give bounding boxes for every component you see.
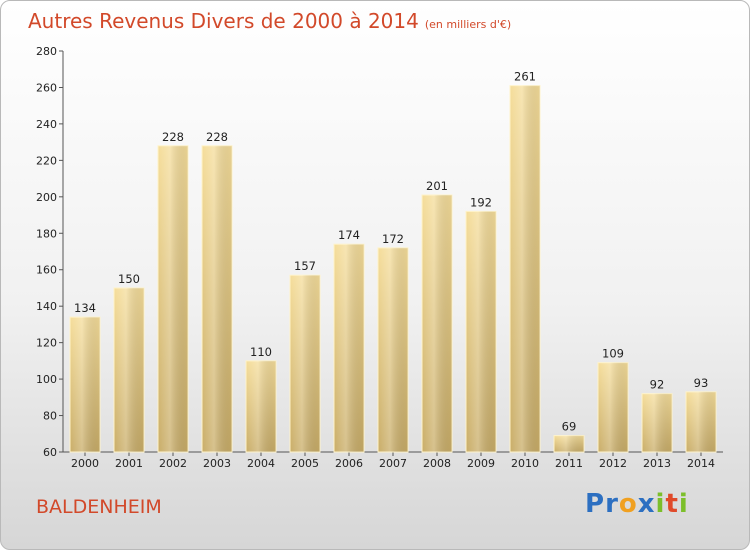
y-tick-label: 260 — [36, 81, 57, 94]
bar-shine — [510, 85, 540, 452]
y-tick-label: 280 — [36, 45, 57, 58]
bar-shine — [70, 317, 100, 452]
y-tick-label: 160 — [36, 264, 57, 277]
value-label: 93 — [694, 376, 709, 390]
chart-title-text: Autres Revenus Divers de 2000 à 2014 — [28, 9, 419, 33]
value-label: 69 — [562, 420, 577, 434]
y-tick-label: 140 — [36, 300, 57, 313]
y-tick-label: 240 — [36, 118, 57, 131]
bar-shine — [422, 194, 452, 452]
x-tick-label: 2011 — [555, 457, 583, 470]
value-label: 150 — [118, 272, 140, 286]
bar-shine — [158, 145, 188, 453]
proxiti-logo: Proxiti — [585, 489, 689, 519]
bar-shine — [554, 435, 584, 452]
chart-title: Autres Revenus Divers de 2000 à 2014 (en … — [28, 9, 511, 33]
y-tick-label: 120 — [36, 337, 57, 350]
value-label: 201 — [426, 179, 448, 193]
x-tick-label: 2008 — [423, 457, 451, 470]
x-tick-label: 2006 — [335, 457, 363, 470]
y-tick-label: 80 — [43, 410, 57, 423]
x-tick-label: 2009 — [467, 457, 495, 470]
value-label: 174 — [338, 228, 360, 242]
axes: 60 80 100 120 140 160 180 200 220 240 260 280 2000 20… — [36, 45, 723, 470]
bar-shine — [290, 275, 320, 452]
value-label: 134 — [74, 301, 96, 315]
x-tick-label: 2002 — [159, 457, 187, 470]
y-tick-label: 180 — [36, 227, 57, 240]
x-tick-label: 2012 — [599, 457, 627, 470]
y-tick-label: 220 — [36, 154, 57, 167]
x-tick-label: 2010 — [511, 457, 539, 470]
bar-shine — [598, 362, 628, 452]
y-tick-label: 200 — [36, 191, 57, 204]
chart-subtitle: (en milliers d'€) — [424, 18, 512, 31]
logo-letter: P — [585, 489, 606, 519]
x-tick-label: 2014 — [687, 457, 715, 470]
bar-shine — [642, 393, 672, 452]
bar-shine — [202, 145, 232, 453]
bar-shine — [466, 211, 496, 452]
value-label: 110 — [250, 345, 272, 359]
value-label: 109 — [602, 347, 624, 361]
logo-letter: i — [655, 489, 666, 519]
x-tick-label: 2003 — [203, 457, 231, 470]
commune-name: BALDENHEIM — [36, 496, 162, 518]
bar-shine — [686, 391, 716, 452]
value-label: 172 — [382, 232, 404, 246]
value-label: 228 — [162, 130, 184, 144]
bar-shine — [378, 247, 408, 452]
logo-letter: r — [605, 489, 619, 519]
x-tick-label: 2004 — [247, 457, 275, 470]
y-tick-label: 60 — [43, 446, 57, 459]
y-tick-label: 100 — [36, 373, 57, 386]
value-label: 92 — [650, 378, 665, 392]
logo-letter: t — [665, 489, 679, 519]
logo-letter: x — [637, 489, 656, 519]
bar-shine — [246, 360, 276, 452]
value-label: 157 — [294, 259, 316, 273]
bars: 134 150 228 228 110 157 174 172 201 192 261 69 109 92… — [69, 70, 717, 453]
x-tick-label: 2007 — [379, 457, 407, 470]
bar-shine — [114, 287, 144, 452]
value-label: 228 — [206, 130, 228, 144]
x-tick-label: 2013 — [643, 457, 671, 470]
logo-letter: i — [678, 489, 689, 519]
x-tick-label: 2000 — [71, 457, 99, 470]
x-tick-label: 2005 — [291, 457, 319, 470]
value-label: 192 — [470, 195, 492, 209]
logo-letter: o — [618, 489, 638, 519]
bar-shine — [334, 244, 364, 452]
value-label: 261 — [514, 70, 536, 84]
x-tick-label: 2001 — [115, 457, 143, 470]
